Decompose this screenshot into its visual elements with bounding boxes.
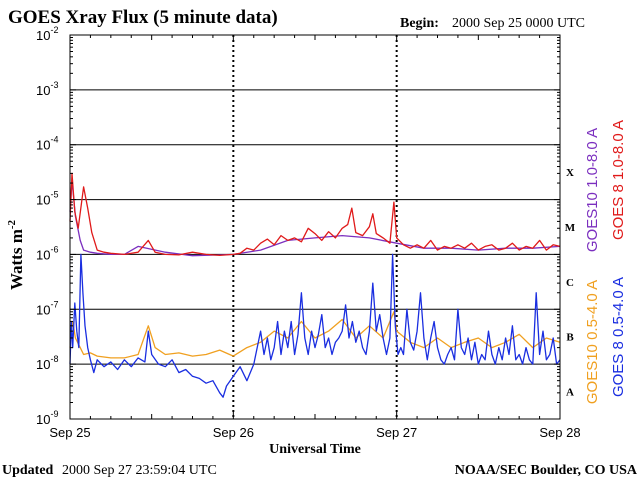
y-ticks: 10-210-310-410-510-610-710-810-9	[36, 25, 560, 427]
flare-class-a: A	[566, 387, 574, 399]
y-tick-exponent: -8	[50, 354, 58, 364]
y-tick-label: 10-9	[36, 409, 58, 427]
flare-class-b: B	[566, 332, 574, 344]
y-tick-base: 10	[36, 28, 50, 43]
x-ticks: Sep 25 Sep 26 Sep 27 Sep 28	[49, 35, 581, 440]
flare-class-m: M	[565, 222, 576, 234]
y-axis-label: Watts m-2	[6, 219, 26, 290]
begin-label: Begin:	[400, 16, 439, 31]
begin-value: 2000 Sep 25 0000 UTC	[452, 16, 585, 31]
y-tick-base: 10	[36, 247, 50, 262]
footer-updated-label: Updated	[2, 463, 54, 478]
y-tick-base: 10	[36, 138, 50, 153]
y-tick-exponent: -3	[50, 80, 58, 90]
y-axis-label-text: Watts m	[7, 229, 26, 290]
series-line-1	[69, 172, 561, 257]
legend-entry-0: GOES10 1.0-8.0 A	[584, 128, 601, 252]
y-tick-label: 10-6	[36, 244, 58, 262]
series-line-0	[69, 180, 561, 257]
legend-entry-1: GOES 8 1.0-8.0 A	[610, 120, 627, 240]
y-tick-base: 10	[36, 357, 50, 372]
x-tick-label: Sep 27	[376, 425, 417, 440]
y-tick-base: 10	[36, 193, 50, 208]
grid	[70, 35, 560, 419]
legend-entry-3: GOES 8 0.5-4.0 A	[610, 277, 627, 397]
y-tick-label: 10-7	[36, 299, 58, 317]
y-tick-exponent: -2	[50, 25, 58, 35]
y-tick-exponent: -4	[50, 135, 58, 145]
legend-entry-2: GOES10 0.5-4.0 A	[584, 280, 601, 404]
svg-text:Watts m-2: Watts m-2	[6, 219, 26, 290]
flare-class-labels: X M C B A	[565, 167, 576, 398]
legend: GOES10 1.0-8.0 A GOES 8 1.0-8.0 A GOES10 0…	[584, 120, 627, 404]
chart-title: GOES Xray Flux (5 minute data)	[8, 7, 278, 28]
y-tick-label: 10-2	[36, 25, 58, 43]
footer-updated-value: 2000 Sep 27 23:59:04 UTC	[62, 463, 217, 478]
y-tick-label: 10-4	[36, 135, 58, 153]
y-tick-base: 10	[36, 83, 50, 98]
x-tick-label: Sep 28	[539, 425, 580, 440]
y-tick-label: 10-3	[36, 80, 58, 98]
y-axis-label-sup: -2	[6, 219, 18, 229]
x-tick-label: Sep 25	[49, 425, 90, 440]
y-tick-exponent: -7	[50, 299, 58, 309]
x-tick-label: Sep 26	[213, 425, 254, 440]
flare-class-c: C	[566, 277, 574, 289]
x-axis-label: Universal Time	[269, 442, 361, 457]
footer-credit: NOAA/SEC Boulder, CO USA	[455, 463, 638, 478]
y-tick-label: 10-5	[36, 190, 58, 208]
series-line-3	[69, 253, 561, 398]
y-tick-base: 10	[36, 412, 50, 427]
series-lines	[69, 172, 561, 398]
y-tick-exponent: -9	[50, 409, 58, 419]
y-tick-exponent: -6	[50, 244, 58, 254]
y-tick-base: 10	[36, 302, 50, 317]
flare-class-x: X	[566, 167, 574, 179]
y-tick-exponent: -5	[50, 190, 58, 200]
series-line-2	[69, 311, 561, 359]
y-tick-label: 10-8	[36, 354, 58, 372]
